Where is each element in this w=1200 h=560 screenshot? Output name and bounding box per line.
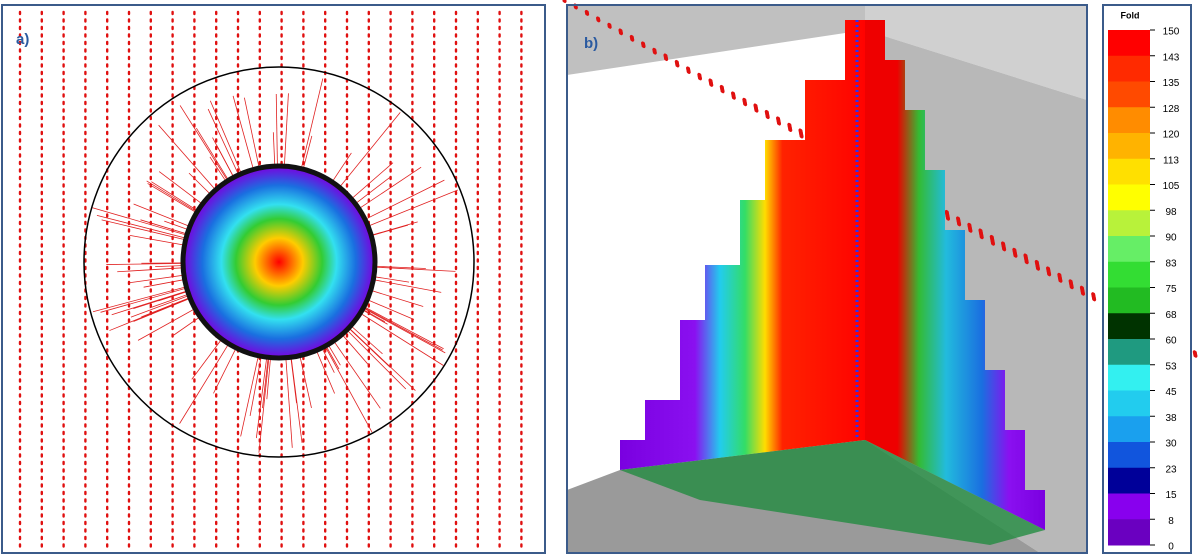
color-band bbox=[1108, 364, 1150, 391]
tick-label: 30 bbox=[1165, 439, 1177, 450]
color-band bbox=[1108, 133, 1150, 160]
color-band bbox=[1108, 81, 1150, 108]
ceiling bbox=[567, 5, 865, 75]
color-band bbox=[1108, 313, 1150, 340]
tick-label: 60 bbox=[1165, 336, 1177, 347]
tick-label: 120 bbox=[1163, 130, 1180, 141]
color-band bbox=[1108, 442, 1150, 469]
color-band bbox=[1108, 210, 1150, 237]
tick-label: 0 bbox=[1168, 542, 1174, 553]
tick-label: 23 bbox=[1165, 464, 1177, 475]
color-band bbox=[1108, 390, 1150, 417]
floor-face bbox=[620, 440, 1045, 545]
tick-label: 75 bbox=[1165, 284, 1177, 295]
tick-label: 45 bbox=[1165, 387, 1177, 398]
tick-label: 143 bbox=[1163, 52, 1180, 63]
ceiling-right bbox=[865, 5, 1087, 100]
color-band bbox=[1108, 30, 1150, 57]
colorbar-title: Fold bbox=[1121, 10, 1140, 20]
tick-label: 98 bbox=[1165, 207, 1177, 218]
color-band bbox=[1108, 158, 1150, 185]
tick-label: 8 bbox=[1168, 516, 1174, 527]
tick-label: 83 bbox=[1165, 258, 1177, 269]
tick-label: 38 bbox=[1165, 413, 1177, 424]
color-band bbox=[1108, 261, 1150, 288]
panel-label: a) bbox=[16, 31, 29, 48]
outer-circle bbox=[83, 66, 475, 458]
color-band bbox=[1108, 184, 1150, 211]
color-band bbox=[1108, 416, 1150, 443]
fold-disc bbox=[180, 163, 378, 361]
panel-b-border bbox=[566, 4, 1088, 554]
color-band bbox=[1108, 467, 1150, 494]
fold-volume bbox=[620, 20, 1045, 545]
tick-label: 128 bbox=[1163, 104, 1180, 115]
right-face bbox=[865, 20, 1045, 530]
color-band bbox=[1108, 493, 1150, 520]
tick-label: 68 bbox=[1165, 310, 1177, 321]
tick-label: 90 bbox=[1165, 233, 1177, 244]
left-face bbox=[620, 20, 865, 470]
color-band bbox=[1108, 287, 1150, 314]
color-band bbox=[1108, 519, 1150, 546]
tick-label: 135 bbox=[1163, 78, 1180, 89]
tick-label: 53 bbox=[1165, 361, 1177, 372]
tick-label: 105 bbox=[1163, 181, 1180, 192]
tick-label: 113 bbox=[1163, 155, 1179, 166]
tick-label: 150 bbox=[1163, 27, 1180, 38]
color-band bbox=[1108, 236, 1150, 263]
color-band bbox=[1108, 339, 1150, 366]
colorbar: 1501431351281201131059890837568605345383… bbox=[1108, 27, 1180, 553]
color-band bbox=[1108, 55, 1150, 82]
panel-label: b) bbox=[584, 35, 598, 52]
color-band bbox=[1108, 107, 1150, 134]
tick-label: 15 bbox=[1165, 490, 1177, 501]
